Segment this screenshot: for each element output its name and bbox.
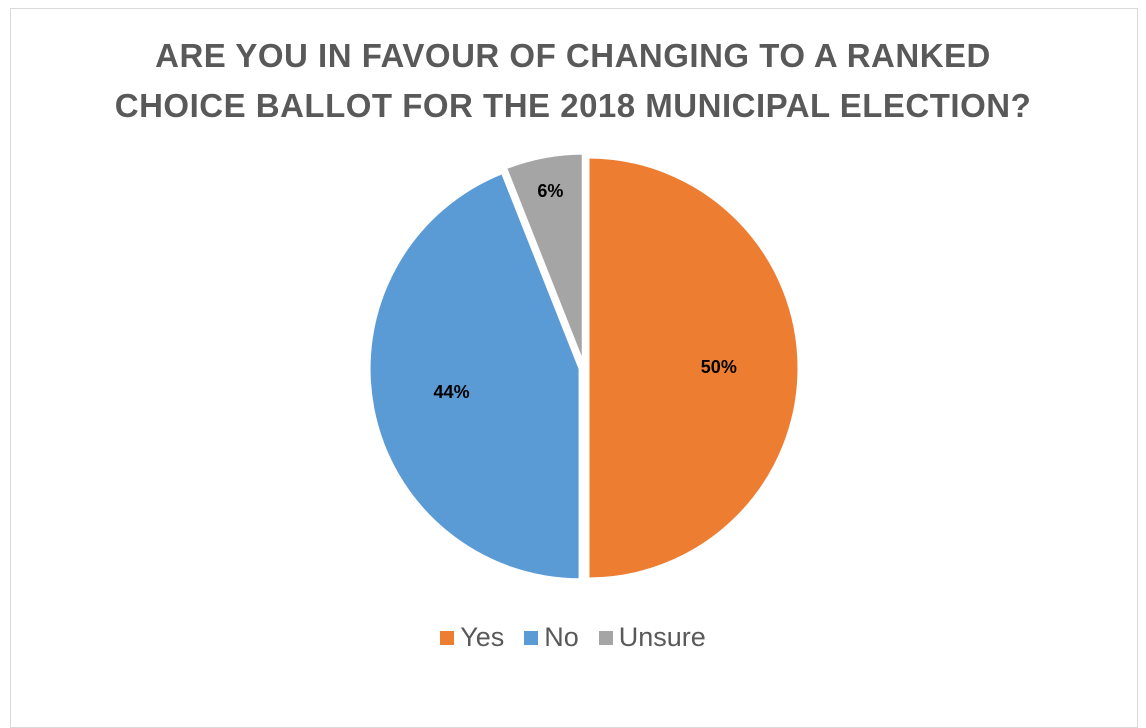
data-label-unsure: 6% <box>537 181 563 201</box>
legend-swatch-unsure <box>598 630 613 645</box>
legend-item-unsure[interactable]: Unsure <box>598 622 706 653</box>
data-label-yes: 50% <box>701 357 737 377</box>
chart-title-line-2: CHOICE BALLOT FOR THE 2018 MUNICIPAL ELE… <box>114 87 1032 124</box>
pie-slice-unsure[interactable] <box>503 151 585 365</box>
chart-title: ARE YOU IN FAVOUR OF CHANGING TO A RANKE… <box>0 31 1146 131</box>
legend-swatch-yes <box>440 630 455 645</box>
legend: Yes No Unsure <box>0 622 1146 653</box>
legend-item-yes[interactable]: Yes <box>440 622 504 653</box>
chart-title-line-1: ARE YOU IN FAVOUR OF CHANGING TO A RANKE… <box>155 37 991 74</box>
legend-swatch-no <box>524 630 539 645</box>
legend-item-no[interactable]: No <box>524 622 579 653</box>
pie-slice-yes[interactable] <box>586 155 801 581</box>
pie-chart: 50% 44% 6% <box>367 151 801 582</box>
pie-slice-no[interactable] <box>367 170 582 582</box>
legend-label-unsure: Unsure <box>618 622 706 652</box>
data-label-no: 44% <box>434 382 470 402</box>
legend-label-yes: Yes <box>460 622 505 652</box>
legend-label-no: No <box>544 622 579 652</box>
